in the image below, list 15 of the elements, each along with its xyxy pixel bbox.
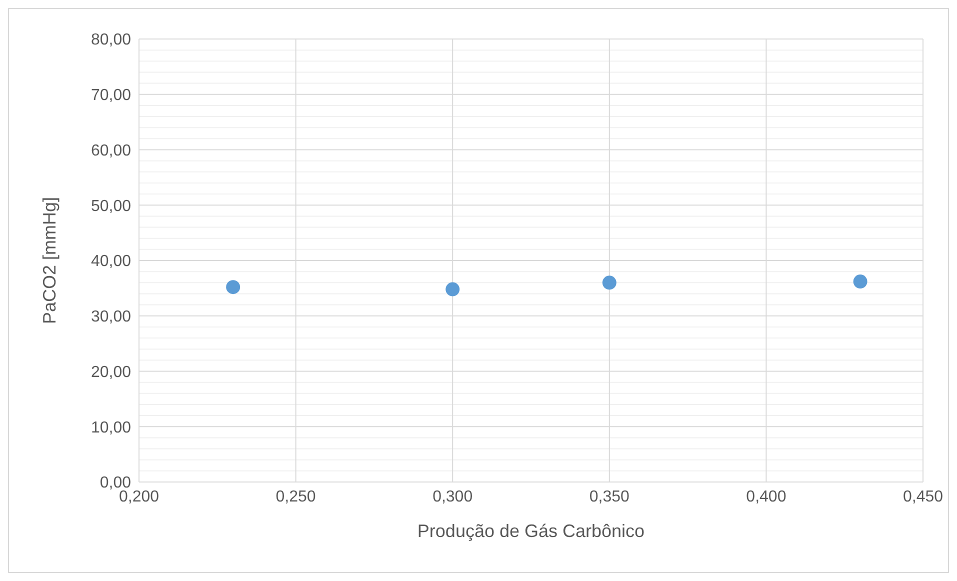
y-tick-label: 70,00 bbox=[90, 87, 132, 104]
x-axis-title: Produção de Gás Carbônico bbox=[417, 521, 645, 541]
y-tick-label: 20,00 bbox=[90, 364, 132, 381]
y-tick-label: 10,00 bbox=[90, 419, 132, 436]
x-tick-label: 0,450 bbox=[902, 488, 944, 506]
y-tick-label: 60,00 bbox=[90, 142, 132, 160]
x-tick-label: 0,250 bbox=[276, 488, 316, 506]
x-tick-label: 0,300 bbox=[432, 488, 473, 506]
y-tick-label: 30,00 bbox=[90, 308, 132, 326]
x-tick-label: 0,350 bbox=[589, 488, 630, 506]
y-axis-title: PaCO2 [mmHg] bbox=[39, 196, 60, 324]
y-tick-label: 40,00 bbox=[90, 253, 132, 270]
y-tick-label: 80,00 bbox=[90, 32, 132, 49]
x-tick-label: 0,400 bbox=[746, 488, 786, 506]
y-tick-label: 50,00 bbox=[90, 198, 132, 215]
